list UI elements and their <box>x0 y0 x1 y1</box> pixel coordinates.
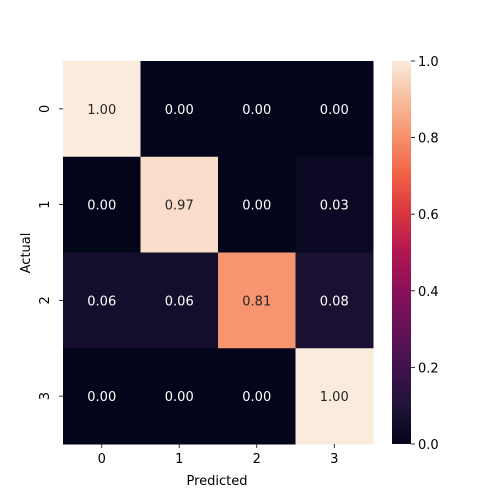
cell-label-0-2: 0.00 <box>242 103 271 118</box>
heatmap-cell-2-2 <box>218 252 296 349</box>
heatmap-cell-2-1 <box>140 252 219 349</box>
cell-label-3-2: 0.00 <box>242 390 271 405</box>
y-axis-label: Actual <box>19 233 34 274</box>
x-tick-label-1: 1 <box>175 452 183 467</box>
heatmap-cell-0-0 <box>63 61 141 158</box>
colorbar-gradient <box>392 61 411 444</box>
cell-label-1-2: 0.00 <box>242 199 271 214</box>
heatmap-cell-2-0 <box>63 252 141 349</box>
colorbar-tick-label-1: 0.2 <box>418 361 439 376</box>
cell-labels: 1.00 0.00 0.00 0.00 0.00 0.97 0.00 0.03 0.06 0.06… <box>87 103 348 405</box>
cell-label-1-0: 0.00 <box>87 199 116 214</box>
colorbar-ticks: 0.0 0.2 0.4 0.6 0.8 1.0 <box>411 55 439 453</box>
cell-label-2-3: 0.08 <box>320 294 349 309</box>
heatmap-cells <box>63 61 374 445</box>
colorbar-tick-label-4: 0.8 <box>418 132 439 147</box>
heatmap-cell-0-3 <box>295 61 374 158</box>
cell-label-3-3: 1.00 <box>320 390 349 405</box>
colorbar-tick-label-5: 1.0 <box>418 55 439 70</box>
cell-label-0-3: 0.00 <box>320 103 349 118</box>
cell-label-1-1: 0.97 <box>165 199 194 214</box>
y-tick-label-3: 3 <box>38 392 53 400</box>
cell-label-3-0: 0.00 <box>87 390 116 405</box>
cell-label-2-1: 0.06 <box>165 294 194 309</box>
cell-label-1-3: 0.03 <box>320 199 349 214</box>
cell-label-2-2: 0.81 <box>242 294 271 309</box>
heatmap-cell-1-2 <box>218 156 296 253</box>
heatmap-cell-1-1 <box>140 156 219 253</box>
heatmap-cell-3-1 <box>140 348 219 445</box>
cell-label-3-1: 0.00 <box>165 390 194 405</box>
y-tick-label-2: 2 <box>38 296 53 304</box>
colorbar-tick-label-0: 0.0 <box>418 438 439 453</box>
cell-label-0-1: 0.00 <box>165 103 194 118</box>
x-axis-label: Predicted <box>186 474 247 489</box>
heatmap-cell-1-0 <box>63 156 141 253</box>
x-tick-label-2: 2 <box>253 452 261 467</box>
colorbar-tick-label-2: 0.4 <box>418 285 439 300</box>
y-tick-label-1: 1 <box>38 200 53 208</box>
heatmap-cell-3-2 <box>218 348 296 445</box>
heatmap-cell-1-3 <box>295 156 374 253</box>
x-tick-label-3: 3 <box>330 452 338 467</box>
colorbar: 0.0 0.2 0.4 0.6 0.8 1.0 <box>392 55 439 453</box>
heatmap-cell-3-0 <box>63 348 141 445</box>
x-axis-ticks: 0 1 2 3 <box>98 444 338 467</box>
cell-label-0-0: 1.00 <box>87 103 116 118</box>
cell-label-2-0: 0.06 <box>87 294 116 309</box>
heatmap-cell-0-1 <box>140 61 219 158</box>
heatmap-cell-0-2 <box>218 61 296 158</box>
y-tick-label-0: 0 <box>38 105 53 113</box>
x-tick-label-0: 0 <box>98 452 106 467</box>
y-axis-ticks: 0 1 2 3 <box>38 105 63 400</box>
colorbar-tick-label-3: 0.6 <box>418 208 439 223</box>
heatmap-cell-3-3 <box>295 348 374 445</box>
heatmap-cell-2-3 <box>295 252 374 349</box>
